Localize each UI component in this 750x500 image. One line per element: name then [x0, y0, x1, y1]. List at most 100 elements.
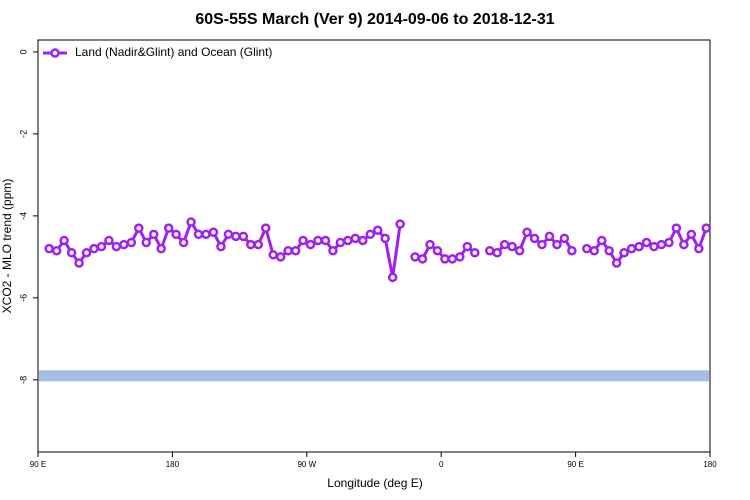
series-point	[178, 237, 189, 248]
series-point	[380, 233, 390, 244]
series-point	[51, 245, 62, 256]
series-point	[529, 233, 540, 244]
series-point	[201, 229, 211, 240]
x-tick-label: 90 E	[30, 460, 46, 469]
series-point	[119, 239, 129, 250]
series-point	[544, 231, 555, 242]
series-point	[193, 229, 204, 240]
series-point	[111, 241, 122, 252]
series-point	[350, 233, 361, 244]
series-point	[238, 231, 249, 242]
series-point	[246, 239, 256, 250]
series-point	[231, 231, 241, 242]
series-point	[156, 243, 166, 254]
series-point	[559, 233, 570, 244]
series-point	[582, 243, 592, 254]
x-tick-label: 180	[166, 460, 180, 469]
series-point	[343, 235, 353, 246]
series-point	[641, 237, 652, 248]
series-point	[492, 248, 502, 258]
series-point	[447, 254, 458, 264]
series-point	[81, 248, 92, 258]
chart-title: 60S-55S March (Ver 9) 2014-09-06 to 2018…	[195, 11, 554, 28]
series-point	[358, 235, 368, 246]
series-point	[470, 248, 480, 258]
series-point	[186, 217, 196, 227]
series-point	[634, 241, 644, 252]
series-point	[171, 229, 181, 240]
y-axis-label: XCO2 - MLO trend (ppm)	[0, 179, 14, 314]
series-point	[283, 245, 293, 256]
series-point	[484, 245, 495, 256]
series-point	[104, 235, 114, 246]
series-point	[372, 225, 383, 235]
series-point	[552, 239, 562, 250]
series-point	[694, 243, 704, 254]
series-point	[589, 245, 600, 256]
y-tick-label: -4	[18, 212, 28, 220]
y-tick-label: 0	[18, 49, 28, 54]
series-point	[686, 229, 697, 240]
x-tick-label: 90 W	[297, 460, 316, 469]
series-point	[537, 239, 547, 250]
series-point	[44, 243, 54, 254]
series-point	[305, 239, 316, 250]
series-point	[335, 237, 346, 248]
series-point	[313, 235, 323, 246]
series-point	[328, 245, 338, 256]
series-point	[626, 243, 637, 254]
series-point	[365, 229, 376, 240]
y-tick-label: -2	[18, 130, 28, 138]
series-point	[507, 241, 517, 252]
series-point	[440, 254, 450, 264]
y-tick-label: -6	[18, 294, 28, 302]
series-point	[611, 258, 622, 268]
plot-frame	[37, 39, 711, 453]
series-point	[649, 241, 659, 252]
series-point	[514, 245, 525, 256]
x-tick-label: 180	[703, 460, 717, 469]
series-point	[268, 250, 278, 260]
x-axis-label: Longitude (deg E)	[327, 476, 422, 490]
series-point	[163, 223, 174, 233]
legend-label: Land (Nadir&Glint) and Ocean (Glint)	[75, 45, 272, 59]
series-point	[66, 248, 77, 258]
series-point	[134, 223, 144, 233]
series-point	[395, 219, 405, 229]
series-point	[596, 235, 607, 246]
series-point	[499, 239, 510, 250]
series-point	[126, 237, 137, 248]
series-point	[96, 241, 107, 252]
series-point	[432, 245, 443, 256]
series-point	[320, 235, 331, 246]
series-point	[671, 223, 682, 233]
series-point	[59, 235, 69, 246]
y-tick-label: -8	[18, 376, 28, 384]
series-point	[455, 252, 465, 262]
series-point	[208, 227, 219, 238]
series-point	[604, 245, 614, 256]
series-point	[619, 248, 629, 258]
series-point	[410, 252, 420, 262]
x-tick-label: 90 E	[567, 460, 583, 469]
series-point	[141, 237, 152, 248]
series-point	[89, 243, 99, 254]
series-point	[664, 237, 674, 248]
series-point	[679, 239, 689, 250]
series-point	[656, 239, 667, 250]
series-point	[148, 229, 159, 240]
series-point	[417, 254, 428, 264]
x-tick-label: 0	[439, 460, 444, 469]
legend-marker	[50, 48, 60, 58]
series-point	[425, 239, 435, 250]
series-point	[522, 227, 532, 238]
series-point	[275, 252, 286, 262]
series-point	[298, 235, 308, 246]
series-point	[387, 272, 398, 283]
series-point	[74, 258, 84, 268]
series-point	[223, 229, 234, 240]
series-point	[260, 223, 271, 233]
series-point	[701, 223, 712, 233]
series-point	[290, 245, 301, 256]
